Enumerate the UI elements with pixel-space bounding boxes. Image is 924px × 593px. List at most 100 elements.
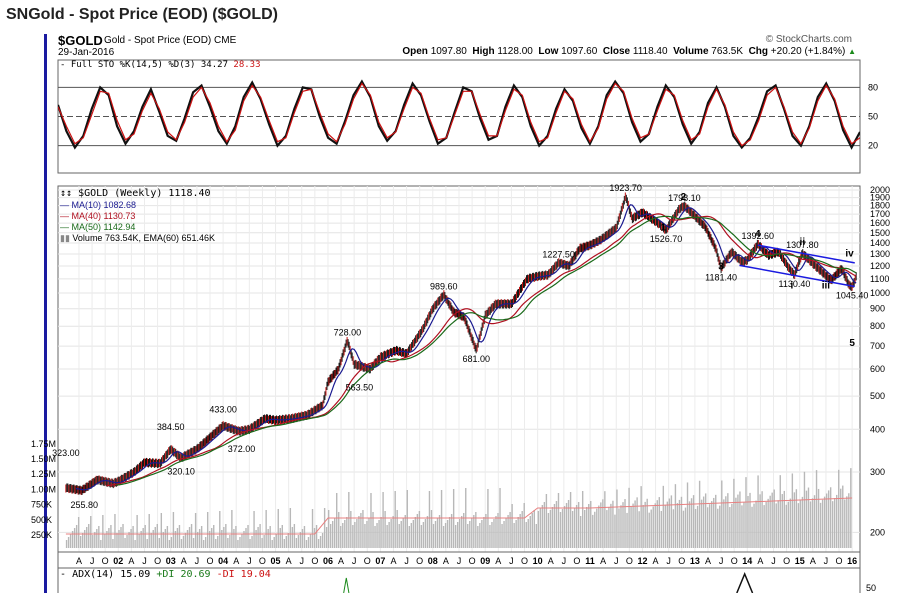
- volume-bar: [817, 488, 820, 548]
- x-tick-label: J: [457, 556, 462, 566]
- volume-bar: [336, 493, 338, 548]
- volume-bar: [102, 515, 104, 548]
- volume-bar: [573, 508, 576, 548]
- volume-bar: [283, 539, 286, 548]
- price-tick-500: 500: [870, 391, 885, 401]
- volume-bar: [467, 524, 469, 548]
- x-tick-label: O: [521, 556, 528, 566]
- x-tick-label: A: [76, 556, 82, 566]
- volume-bar: [198, 529, 201, 548]
- price-tick-1900: 1900: [870, 193, 890, 203]
- volume-bar: [713, 497, 715, 548]
- volume-bar: [213, 525, 215, 548]
- volume-bar: [69, 534, 72, 548]
- volume-bar: [624, 499, 626, 548]
- price-tick-1000: 1000: [870, 288, 890, 298]
- volume-bar: [505, 518, 507, 548]
- volume-bar: [406, 490, 408, 548]
- sto-k-line: [58, 79, 860, 150]
- x-tick-label: J: [771, 556, 776, 566]
- price-tick-900: 900: [870, 304, 885, 314]
- volume-bar: [146, 539, 148, 548]
- volume-bar: [67, 537, 70, 548]
- volume-bar: [541, 505, 544, 548]
- x-tick-label: J: [719, 556, 724, 566]
- x-tick-label: O: [626, 556, 633, 566]
- volume-bar: [86, 527, 88, 548]
- volume-bar: [519, 514, 521, 548]
- volume-bar: [503, 521, 505, 548]
- volume-bar: [646, 498, 648, 548]
- x-tick-label: J: [614, 556, 619, 566]
- sto-tick-50: 50: [868, 112, 878, 122]
- sto-d-line: [58, 82, 860, 147]
- volume-bar: [73, 528, 76, 548]
- chart-date: 29-Jan-2016: [58, 47, 115, 58]
- volume-bar: [618, 508, 620, 548]
- volume-bar: [253, 511, 255, 548]
- volume-bar: [549, 510, 552, 548]
- volume-bar: [676, 503, 679, 548]
- volume-bar: [604, 491, 606, 548]
- x-tick-label: 15: [795, 556, 805, 566]
- volume-bar: [430, 510, 433, 548]
- volume-bar: [579, 516, 582, 548]
- volume-bar: [497, 513, 499, 548]
- adx-line: [736, 572, 754, 593]
- x-tick-label: O: [259, 556, 266, 566]
- volume-bar: [285, 536, 288, 548]
- volume-bar: [166, 526, 169, 548]
- price-annotation: 1181.40: [705, 272, 737, 282]
- volume-bar: [614, 514, 616, 548]
- volume-bar: [561, 509, 564, 548]
- volume-bar: [243, 531, 245, 548]
- volume-bar: [640, 486, 642, 548]
- sto-d-value: 28.33: [233, 60, 261, 70]
- volume-bar: [65, 540, 68, 548]
- ma10-swatch: —: [60, 200, 69, 210]
- volume-bar: [176, 528, 179, 548]
- volume-bar: [461, 516, 463, 548]
- volume-legend: ▮▮ Volume 763.54K, EMA(60) 651.46K: [60, 233, 216, 243]
- volume-bar: [358, 516, 360, 548]
- volume-bar: [581, 491, 584, 548]
- volume-bar: [652, 506, 654, 548]
- volume-bar: [206, 512, 209, 548]
- volume-tick-label: 1.25M: [31, 469, 56, 479]
- volume-bar: [420, 525, 423, 548]
- volume-bar: [346, 517, 348, 548]
- volume-bar: [392, 516, 394, 548]
- volume-bar: [426, 516, 429, 548]
- volume-bar: [194, 513, 197, 548]
- volume-bar: [692, 495, 695, 548]
- x-tick-label: 14: [742, 556, 752, 566]
- volume-bar: [737, 494, 739, 548]
- page-title: SNGold - Spot Price (EOD) ($GOLD): [6, 6, 279, 23]
- volume-bar: [670, 495, 673, 548]
- x-tick-label: 10: [533, 556, 543, 566]
- price-annotation: 563.50: [346, 382, 374, 392]
- volume-bar: [739, 491, 741, 548]
- volume-bar: [327, 510, 330, 548]
- price-tick-300: 300: [870, 467, 885, 477]
- volume-bar: [275, 534, 277, 548]
- volume-bar: [481, 520, 483, 548]
- volume-bar: [255, 530, 257, 548]
- volume-bar: [793, 492, 796, 548]
- volume-bar: [104, 534, 106, 548]
- adx-plus-di-line: [343, 577, 350, 593]
- brand-credit[interactable]: © StockCharts.com: [765, 34, 852, 45]
- volume-bar: [650, 509, 652, 548]
- volume-bar: [422, 522, 425, 548]
- volume-bar: [831, 501, 834, 548]
- volume-bar: [723, 499, 725, 548]
- volume-bar: [775, 503, 777, 548]
- price-tick-1800: 1800: [870, 201, 890, 211]
- volume-bar: [225, 524, 227, 548]
- sto-legend-icon: -: [60, 60, 66, 70]
- volume-tick-label: 500K: [31, 515, 52, 525]
- volume-bar: [656, 500, 658, 548]
- volume-bar: [382, 492, 384, 548]
- volume-bar: [848, 493, 850, 548]
